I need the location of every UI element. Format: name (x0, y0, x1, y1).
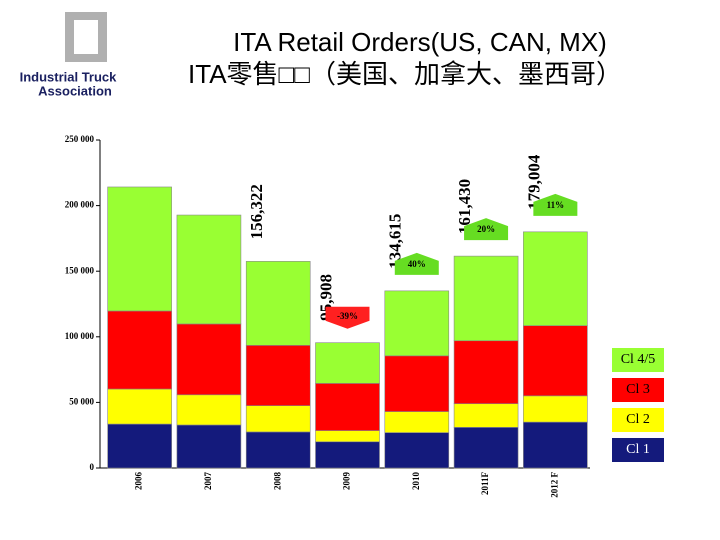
change-label: -39% (337, 311, 358, 321)
legend-swatch (612, 348, 664, 372)
bar-segment (384, 411, 450, 433)
change-label: 40% (408, 259, 426, 269)
bar-segment (315, 342, 380, 384)
logo: Industrial Truck Association (20, 12, 118, 98)
bar-segment (107, 310, 172, 390)
bar-segment (245, 431, 311, 469)
chart-title: ITA Retail Orders(US, CAN, MX) (233, 27, 607, 57)
bar-segment (176, 214, 242, 325)
y-tick-label: 200 000 (65, 200, 95, 210)
x-tick-label: 2011F (480, 472, 490, 496)
legend-swatch (612, 438, 664, 462)
bar-segment (523, 395, 588, 423)
x-tick-label: 2010 (411, 472, 421, 491)
legend-swatch (612, 378, 664, 402)
y-tick-label: 100 000 (65, 331, 95, 341)
x-tick-label: 2008 (272, 472, 282, 491)
logo-text: Industrial Truck (20, 69, 118, 84)
bar-segment (315, 383, 380, 431)
bar-segment (523, 231, 588, 326)
bar-segment (453, 427, 519, 469)
total-label: 179,004 (524, 154, 543, 210)
x-tick-label: 2006 (134, 472, 144, 491)
bar-segment (245, 261, 311, 346)
legend-label: Cl 1 (626, 442, 650, 457)
change-label: 20% (477, 224, 495, 234)
total-label: 156,322 (247, 184, 266, 239)
y-tick-label: 50 000 (69, 396, 94, 406)
change-callout (325, 306, 370, 329)
total-label: 134,615 (386, 214, 405, 269)
bar-segment (384, 355, 450, 412)
total-label: 161,430 (455, 179, 474, 234)
bar-segment (315, 430, 380, 443)
y-tick-label: 0 (90, 462, 95, 472)
legend-label: Cl 4/5 (621, 352, 656, 367)
bar-segment (245, 345, 311, 406)
x-tick-label: 2009 (342, 472, 352, 491)
bar-segment (384, 290, 450, 357)
bar-segment (453, 340, 519, 405)
bar-segment (245, 405, 311, 433)
legend-label: Cl 2 (626, 412, 650, 427)
change-callout (533, 193, 578, 216)
x-tick-label: 2012 F (549, 472, 559, 498)
change-callout (394, 252, 439, 275)
y-tick-label: 250 000 (65, 134, 95, 144)
change-label: 11% (547, 200, 565, 210)
x-tick-label: 2007 (203, 472, 213, 491)
legend-swatch (612, 408, 664, 432)
logo-icon-inner (74, 20, 98, 54)
bar-segment (384, 432, 450, 469)
bar-segment (176, 394, 242, 426)
bar-segment (453, 403, 519, 428)
bar-segment (176, 323, 242, 396)
bar-segment (523, 421, 588, 469)
bar-segment (107, 423, 172, 469)
bar-segment (523, 325, 588, 397)
bar-segment (176, 424, 242, 469)
change-callout (464, 218, 509, 241)
bar-segment (453, 255, 519, 342)
legend-label: Cl 3 (626, 382, 650, 397)
y-tick-label: 150 000 (65, 265, 95, 275)
logo-text: Association (38, 83, 112, 98)
bar-segment (107, 186, 172, 312)
bar-segment (315, 441, 380, 469)
chart-title: ITA零售□□（美国、加拿大、墨西哥） (188, 59, 622, 89)
bar-segment (107, 388, 172, 425)
